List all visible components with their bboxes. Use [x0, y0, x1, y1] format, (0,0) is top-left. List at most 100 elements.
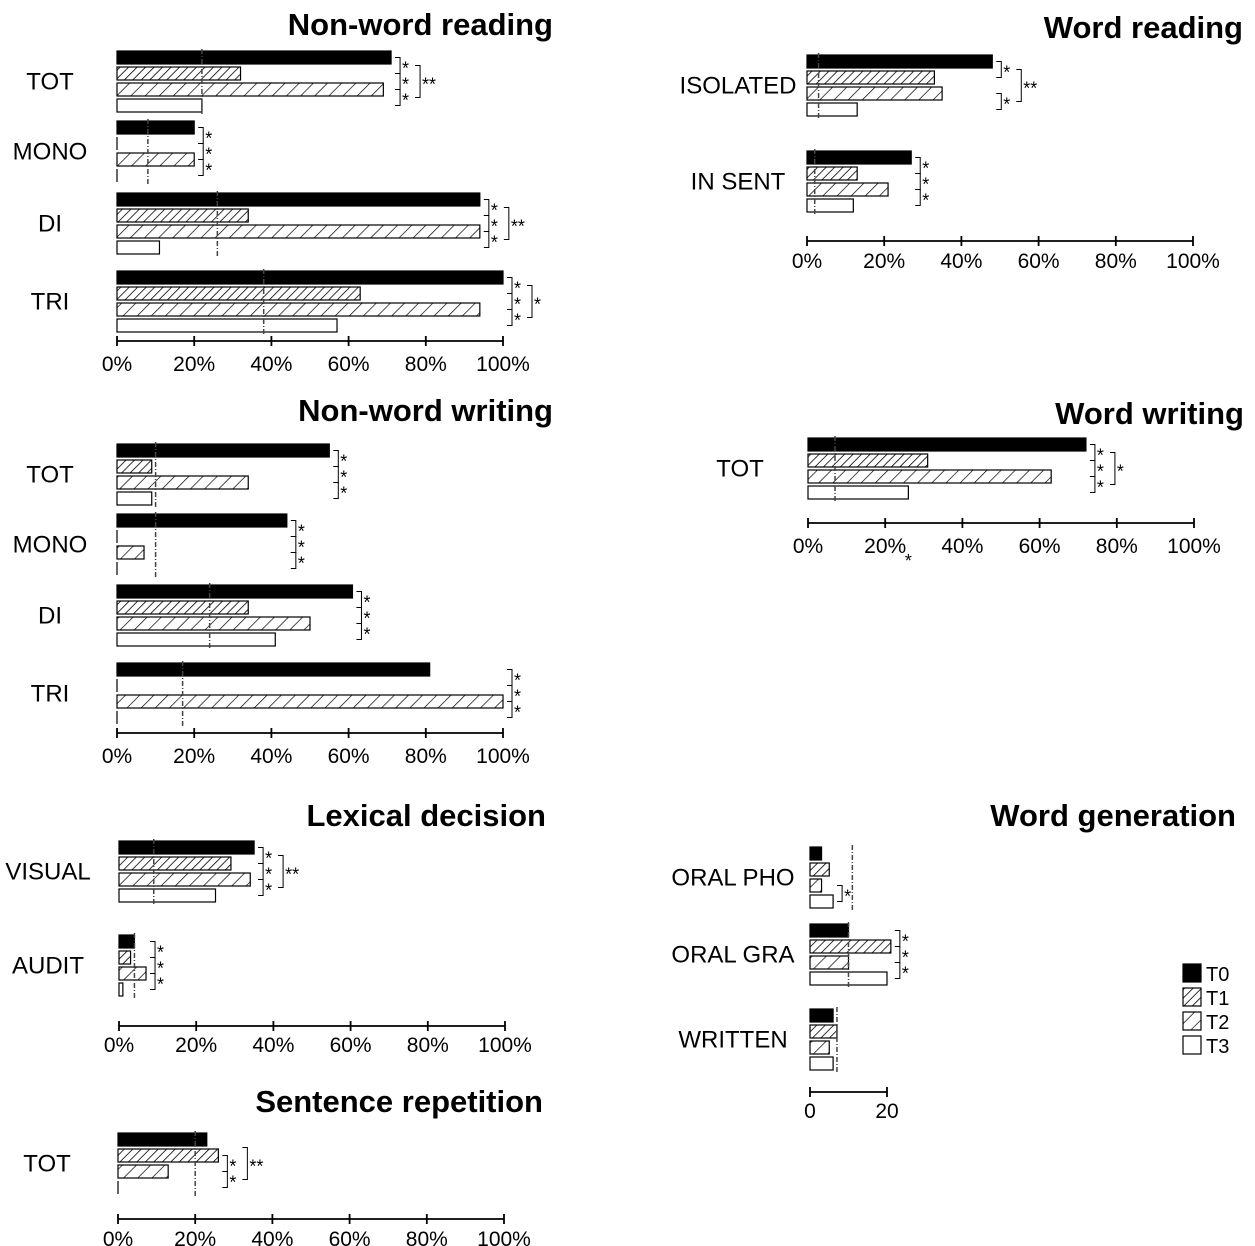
significance-bracket-outer — [1109, 452, 1116, 485]
bar-isolated-t1 — [806, 70, 935, 85]
significance-bracket — [395, 57, 401, 74]
bar-in-sent-t0 — [806, 150, 912, 165]
bar-audit-t2 — [118, 966, 147, 981]
category-label: MONO — [13, 139, 88, 166]
bar-tot-t0 — [116, 443, 330, 458]
significance-bracket — [996, 93, 1002, 110]
significance-marker: * — [922, 191, 929, 211]
bar-in-sent-t3 — [806, 198, 854, 213]
category-label: MONO — [13, 532, 88, 559]
x-tick-label: 40% — [250, 745, 292, 768]
bar-tot-t1 — [117, 1148, 219, 1163]
significance-bracket — [198, 143, 204, 160]
bar-tot-t0 — [807, 437, 1087, 452]
significance-marker: * — [340, 452, 347, 472]
bar-oral-gra-t0 — [809, 923, 850, 938]
significance-marker: * — [157, 975, 164, 995]
legend-label: T0 — [1206, 964, 1229, 986]
bar-tri-t0 — [116, 270, 504, 285]
significance-bracket-outer — [278, 855, 284, 888]
significance-bracket — [290, 552, 297, 569]
x-tick-label: 20% — [173, 353, 215, 376]
chart-title: Non-word reading — [288, 7, 553, 42]
chart-title: Word reading — [1044, 10, 1243, 45]
x-tick-label: 0% — [793, 535, 823, 558]
bar-isolated-t2 — [806, 86, 943, 101]
bar-di-t2 — [116, 616, 311, 631]
x-tick-label: 100% — [1166, 250, 1220, 273]
x-tick-label: 0% — [792, 250, 822, 273]
significance-marker: * — [157, 943, 164, 963]
significance-marker: * — [298, 538, 305, 558]
significance-marker: * — [514, 279, 521, 299]
x-tick-label: 40% — [940, 250, 982, 273]
significance-bracket — [507, 701, 513, 718]
significance-marker: * — [491, 201, 498, 221]
significance-bracket — [356, 591, 362, 608]
significance-marker: * — [905, 551, 912, 571]
x-tick-label: 80% — [1096, 535, 1138, 558]
bar-tot-t1 — [116, 459, 153, 474]
significance-bracket — [198, 127, 204, 144]
significance-marker: * — [229, 1173, 236, 1193]
category-label: DI — [38, 211, 62, 238]
significance-bracket — [1089, 444, 1096, 461]
bar-oral-gra-t2 — [809, 955, 850, 970]
legend-swatch-t1 — [1182, 987, 1202, 1007]
category-label: TRI — [31, 289, 70, 316]
x-tick-label: 60% — [1019, 535, 1061, 558]
significance-bracket — [150, 941, 156, 958]
category-label: AUDIT — [12, 953, 84, 980]
category-label: DI — [38, 603, 62, 630]
significance-marker: * — [363, 625, 370, 645]
significance-bracket — [150, 957, 156, 974]
significance-bracket — [507, 277, 513, 294]
x-tick-label: 0% — [102, 745, 132, 768]
significance-marker: * — [922, 159, 929, 179]
x-tick-label: 20% — [174, 1228, 216, 1246]
bar-oral-pho-t0 — [809, 846, 823, 861]
significance-marker: * — [402, 91, 409, 111]
bar-tot-t1 — [807, 453, 929, 468]
significance-marker: * — [514, 671, 521, 691]
x-tick-label: 60% — [1018, 250, 1060, 273]
significance-bracket — [1089, 460, 1096, 477]
significance-marker: * — [402, 75, 409, 95]
significance-marker: * — [902, 964, 909, 984]
significance-marker: * — [514, 703, 521, 723]
bar-tri-t2 — [116, 302, 481, 317]
x-tick-label: 80% — [1095, 250, 1137, 273]
significance-bracket — [290, 520, 297, 537]
significance-bracket — [507, 685, 513, 702]
significance-marker: * — [265, 849, 272, 869]
x-tick-label: 80% — [406, 1228, 448, 1246]
x-tick-label: 40% — [251, 1228, 293, 1246]
x-tick-label: 40% — [252, 1034, 294, 1057]
significance-marker: * — [491, 217, 498, 237]
significance-marker: * — [298, 522, 305, 542]
legend-label: T3 — [1206, 1036, 1229, 1058]
bar-tri-t3 — [116, 318, 338, 333]
bar-mono-t0 — [116, 513, 288, 528]
bar-tot-t2 — [117, 1164, 169, 1179]
significance-bracket — [198, 159, 204, 176]
significance-marker: ** — [422, 75, 436, 95]
significance-bracket-outer — [503, 207, 510, 240]
chart-title: Word writing — [1055, 396, 1244, 431]
significance-bracket — [894, 930, 901, 947]
significance-bracket — [395, 73, 401, 90]
significance-marker: ** — [285, 865, 299, 885]
significance-bracket — [333, 482, 339, 499]
bar-visual-t2 — [118, 872, 251, 887]
bar-tot-t3 — [807, 485, 909, 500]
x-tick-label: 0% — [104, 1034, 134, 1057]
significance-bracket — [356, 607, 362, 624]
significance-marker: * — [1097, 446, 1104, 466]
significance-marker: * — [265, 881, 272, 901]
x-tick-label: 0% — [103, 1228, 133, 1246]
